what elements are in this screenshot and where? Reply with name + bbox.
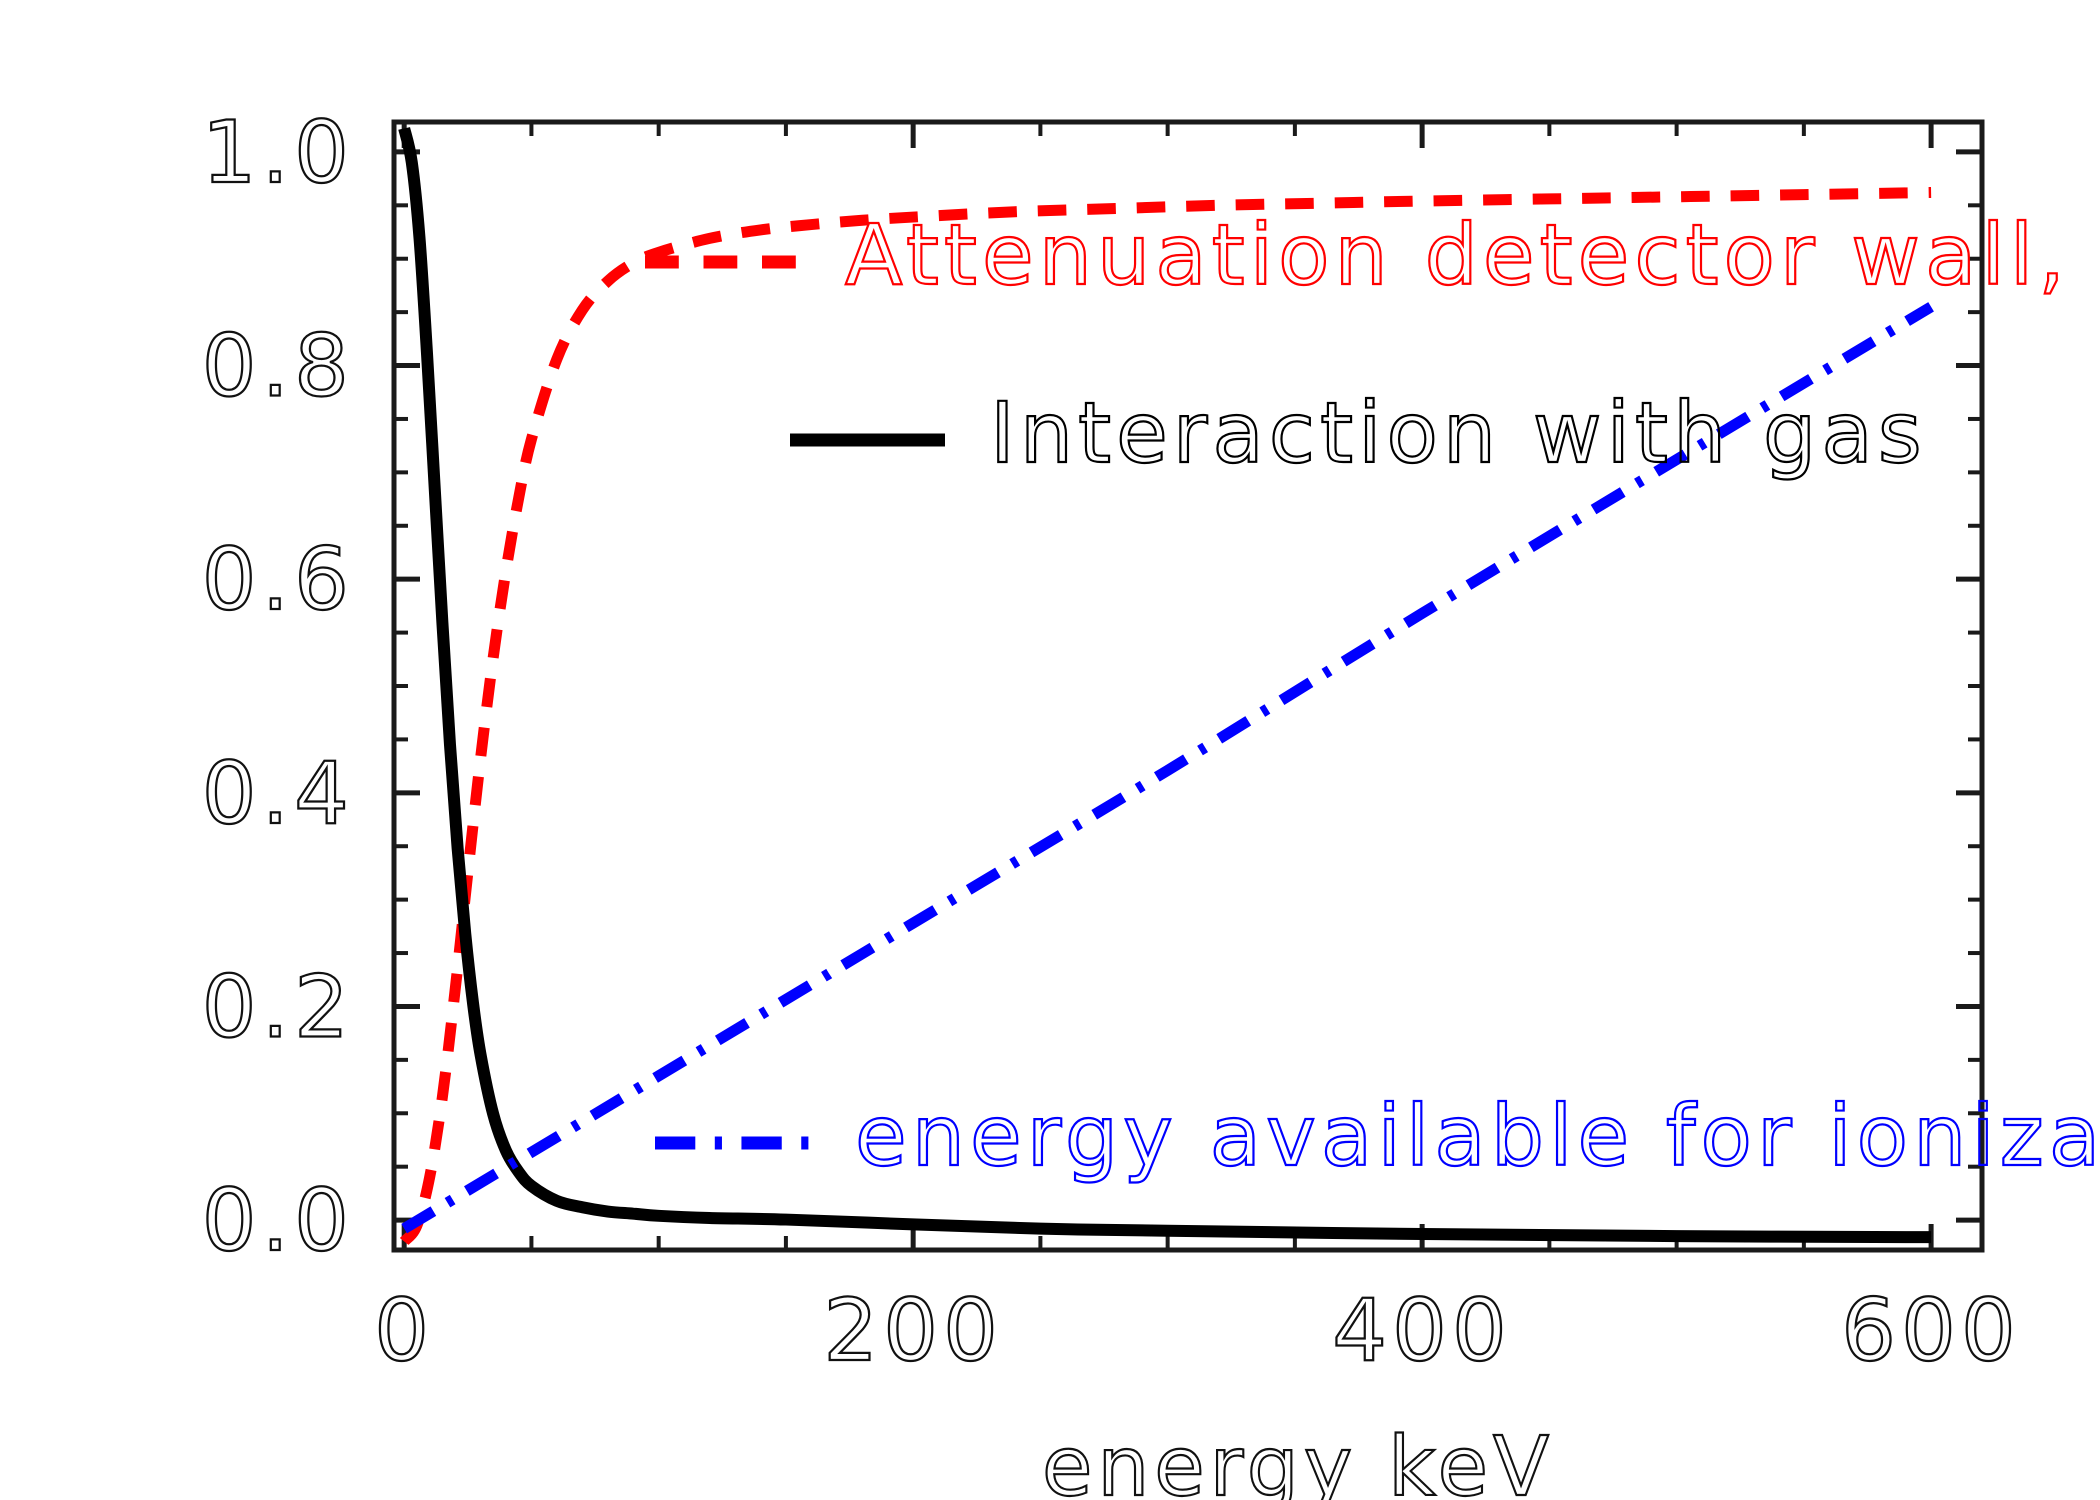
y-tick-label-1-0: 1.0 xyxy=(202,103,354,203)
chart-legend: Attenuation detector wall, tube, ... Inte… xyxy=(645,205,2100,1186)
legend-interaction: Interaction with gas xyxy=(790,383,1927,483)
y-tick-label-0-0: 0.0 xyxy=(202,1171,354,1271)
y-axis-ticks xyxy=(394,149,1982,1223)
x-tick-label-200: 200 xyxy=(823,1281,1003,1381)
y-tick-label-0-6: 0.6 xyxy=(202,530,354,630)
legend-attenuation-label: Attenuation detector wall, tube, ... xyxy=(845,206,2100,304)
series-line-2 xyxy=(401,302,1934,1234)
legend-ionizations-label: energy available for ionizations xyxy=(855,1087,2100,1185)
y-tick-label-0-4: 0.4 xyxy=(202,744,354,844)
x-tick-label-600: 600 xyxy=(1841,1281,2021,1381)
data-series-group xyxy=(398,126,1934,1246)
y-axis-tick-labels: 0.0 0.2 0.4 0.6 0.8 1.0 xyxy=(201,102,354,1272)
series-line-1 xyxy=(398,126,1932,1244)
y-tick-label-0-2: 0.2 xyxy=(202,957,354,1057)
x-axis-title: energy keV xyxy=(1041,1419,1554,1500)
legend-ionizations: energy available for ionizations xyxy=(655,1086,2100,1186)
legend-interaction-label: Interaction with gas xyxy=(990,384,1927,482)
x-axis-title-text: energy keV xyxy=(1042,1420,1554,1500)
series-line-0 xyxy=(399,187,1932,1246)
x-axis-tick-labels: 0 200 400 600 xyxy=(373,1280,2021,1382)
legend-attenuation: Attenuation detector wall, tube, ... xyxy=(645,205,2100,305)
y-tick-label-0-8: 0.8 xyxy=(202,317,354,417)
x-tick-label-0: 0 xyxy=(374,1281,434,1381)
x-tick-label-400: 400 xyxy=(1332,1281,1512,1381)
